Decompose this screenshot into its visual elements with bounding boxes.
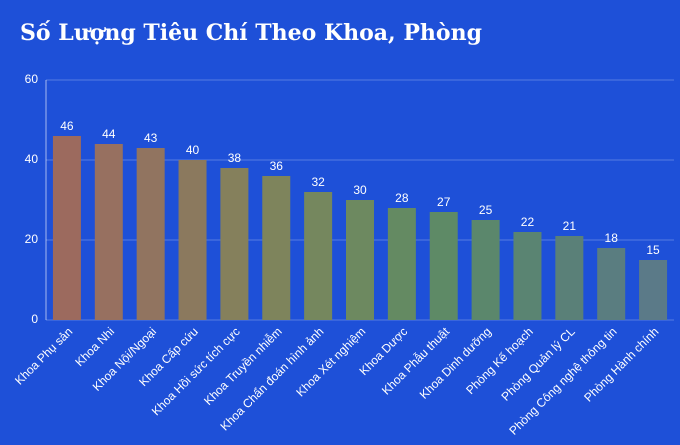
bar [304, 192, 333, 320]
y-tick-label: 20 [25, 232, 39, 246]
value-label: 18 [605, 231, 619, 245]
value-label: 28 [395, 191, 409, 205]
value-label: 36 [270, 159, 284, 173]
value-label: 27 [437, 195, 451, 209]
value-label: 40 [186, 143, 200, 157]
bar [387, 208, 416, 320]
bar [346, 200, 374, 320]
value-label: 32 [311, 175, 325, 189]
bar [555, 236, 584, 320]
value-label: 43 [144, 131, 158, 145]
value-label: 44 [102, 127, 116, 141]
value-label: 22 [521, 215, 535, 229]
value-label: 30 [353, 183, 367, 197]
bar [52, 136, 81, 320]
bar [136, 148, 165, 320]
y-tick-label: 0 [31, 312, 38, 326]
bar [178, 160, 207, 320]
value-label: 46 [60, 119, 74, 133]
y-tick-label: 40 [25, 152, 39, 166]
value-label: 38 [228, 151, 242, 165]
chart-title: Số Lượng Tiêu Chí Theo Khoa, Phòng [20, 20, 482, 46]
bar [220, 168, 249, 320]
value-label: 25 [479, 203, 493, 217]
value-label: 15 [646, 243, 660, 257]
bar [262, 176, 291, 320]
bar [513, 232, 542, 320]
bar [471, 220, 500, 320]
y-tick-label: 60 [25, 72, 39, 86]
bar [94, 144, 123, 320]
bar [429, 212, 458, 320]
bar [597, 248, 626, 320]
bar [639, 260, 668, 320]
value-label: 21 [563, 219, 577, 233]
